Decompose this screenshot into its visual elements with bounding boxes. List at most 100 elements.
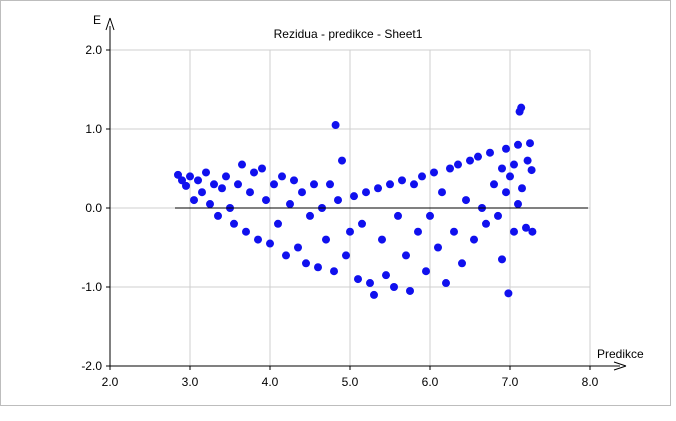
x-tick-label: 5.0: [342, 375, 359, 389]
data-point: [374, 184, 382, 193]
data-point: [446, 164, 454, 173]
data-point: [314, 263, 322, 272]
data-point: [504, 289, 513, 298]
data-point: [214, 211, 222, 220]
data-point: [474, 152, 482, 161]
data-point: [174, 170, 182, 179]
data-point: [250, 168, 258, 177]
data-point: [406, 286, 414, 295]
data-point: [182, 181, 190, 190]
data-point: [238, 160, 246, 169]
data-point: [394, 211, 402, 220]
data-point: [270, 180, 278, 189]
data-point: [234, 180, 242, 189]
data-point: [502, 188, 510, 197]
data-point: [354, 275, 362, 284]
data-point: [258, 164, 266, 173]
data-point: [306, 211, 314, 220]
data-point: [410, 180, 418, 189]
data-point: [498, 255, 506, 264]
x-tick-label: 4.0: [262, 375, 279, 389]
x-axis-label: Predikce: [597, 347, 644, 361]
x-tick-label: 3.0: [182, 375, 199, 389]
data-point: [194, 176, 202, 185]
data-point: [346, 227, 354, 236]
data-point: [198, 188, 206, 197]
data-point: [454, 160, 462, 169]
data-point: [494, 211, 502, 220]
data-point: [522, 223, 530, 232]
data-point: [490, 180, 498, 189]
data-point: [510, 227, 518, 236]
data-point: [350, 192, 358, 201]
data-point: [210, 180, 218, 189]
data-point: [506, 172, 514, 181]
data-point: [298, 188, 306, 197]
data-point: [230, 219, 238, 228]
data-point: [218, 184, 226, 193]
y-tick-label: 2.0: [85, 43, 102, 57]
data-point: [254, 235, 262, 244]
data-point: [386, 180, 394, 189]
data-point: [378, 235, 386, 244]
data-point: [278, 172, 286, 181]
x-tick-label: 8.0: [582, 375, 599, 389]
data-point: [246, 188, 254, 197]
data-point: [362, 188, 370, 197]
data-point: [342, 251, 350, 260]
data-point: [442, 279, 450, 288]
y-tick-label: -1.0: [81, 280, 102, 294]
data-point: [426, 211, 434, 220]
data-point: [338, 156, 346, 165]
x-axis-arrow: [613, 361, 627, 371]
data-point: [186, 172, 194, 181]
data-point: [510, 160, 518, 169]
data-point: [502, 144, 510, 153]
y-tick-label: 0.0: [85, 201, 102, 215]
x-tick-label: 2.0: [102, 375, 119, 389]
data-point: [450, 227, 458, 236]
data-point: [206, 200, 214, 209]
data-point: [414, 227, 422, 236]
data-point: [262, 196, 270, 205]
data-point: [294, 243, 302, 252]
y-tick-label: -2.0: [81, 359, 102, 373]
data-point: [523, 156, 532, 165]
data-point: [498, 164, 506, 173]
x-tick-label: 6.0: [422, 375, 439, 389]
data-point: [422, 267, 430, 276]
data-point: [514, 140, 522, 149]
data-point: [358, 219, 366, 228]
data-point: [398, 176, 406, 185]
data-point: [274, 219, 282, 228]
data-point: [482, 219, 490, 228]
data-point: [382, 271, 390, 280]
data-point: [466, 156, 474, 165]
data-point: [222, 172, 230, 181]
data-point: [302, 259, 310, 268]
data-point: [462, 196, 470, 205]
data-point: [202, 168, 210, 177]
x-tick-label: 7.0: [502, 375, 519, 389]
data-point: [527, 166, 536, 175]
data-points: [174, 103, 537, 299]
data-point: [310, 180, 318, 189]
data-point: [322, 235, 330, 244]
data-point: [518, 184, 526, 193]
tick-labels: 2.0 3.0 4.0 5.0 6.0 7.0 8.0 2.0 1.0 0.0 -1.0 -2.0: [81, 43, 598, 389]
data-point: [282, 251, 290, 260]
data-point: [330, 267, 338, 276]
y-axis-label: E: [93, 13, 101, 27]
data-point: [366, 279, 374, 288]
data-point: [434, 243, 442, 252]
data-point: [334, 196, 342, 205]
data-point: [458, 259, 466, 268]
data-point: [326, 180, 334, 189]
data-point: [438, 188, 446, 197]
data-point: [178, 176, 186, 185]
data-point: [190, 196, 198, 205]
data-point: [402, 251, 410, 260]
chart-title: Rezidua - predikce - Sheet1: [274, 27, 423, 41]
data-point: [528, 227, 537, 236]
